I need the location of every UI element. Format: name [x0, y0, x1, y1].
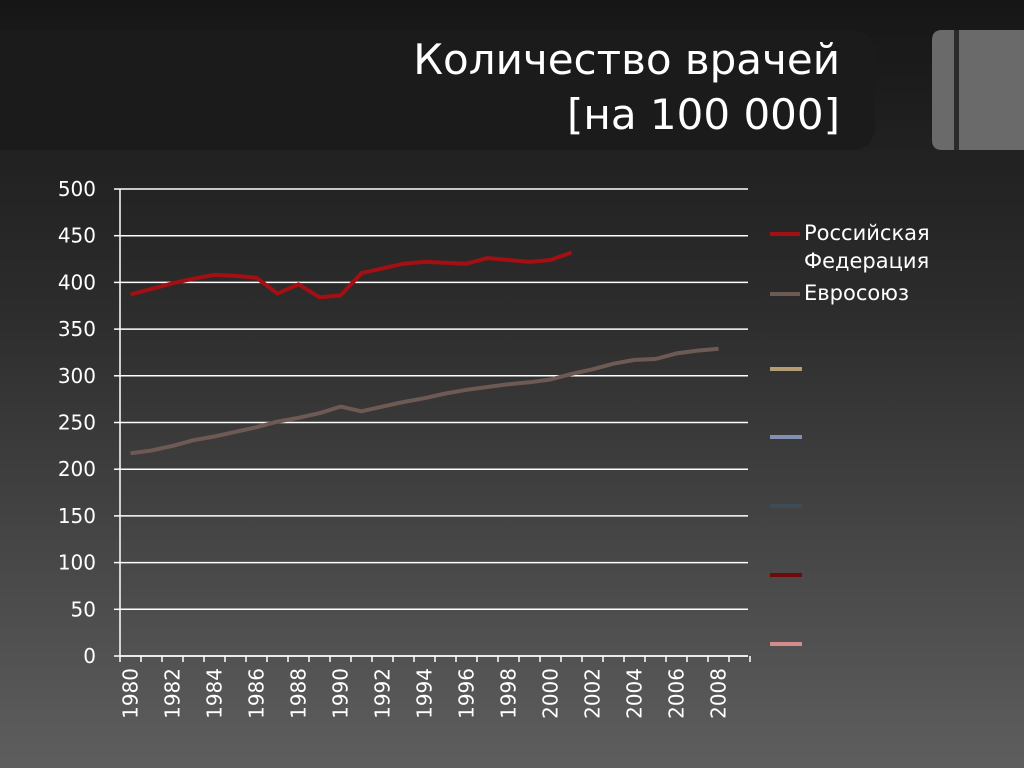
legend-label: Российская Федерация: [804, 221, 930, 273]
y-tick-label: 450: [58, 224, 96, 248]
y-tick-label: 50: [71, 597, 96, 621]
series-line: [129, 250, 573, 300]
x-tick-label: 1984: [203, 668, 227, 719]
x-tick-label: 2008: [707, 668, 731, 719]
x-tick-label: 1994: [413, 668, 437, 719]
x-tick-label: 1998: [497, 668, 521, 719]
x-tick-label: 1996: [455, 668, 479, 719]
side-stripe: [954, 30, 959, 150]
y-tick-label: 0: [83, 644, 96, 668]
legend-label: Евросоюз: [804, 281, 910, 305]
series-line: [130, 346, 719, 456]
x-tick-label: 2002: [581, 668, 605, 719]
x-tick-label: 1992: [371, 668, 395, 719]
empty-legend-keys: [770, 367, 802, 646]
y-tick-label: 500: [58, 177, 96, 201]
y-tick-label: 400: [58, 270, 96, 294]
legend-item: Евросоюз: [770, 279, 970, 307]
y-tick-label: 250: [58, 411, 96, 435]
x-tick-label: 1982: [161, 668, 185, 719]
x-tick-label: 2004: [623, 668, 647, 719]
x-tick-label: 1986: [245, 668, 269, 719]
legend-item: Российская Федерация: [770, 219, 970, 275]
x-tick-label: 1988: [287, 668, 311, 719]
title-box: [0, 30, 875, 150]
chart-subtitle: [на 100 000]: [567, 90, 840, 139]
y-tick-label: 150: [58, 504, 96, 528]
y-tick-label: 350: [58, 317, 96, 341]
x-tick-label: 1990: [329, 668, 353, 719]
y-tick-label: 200: [58, 457, 96, 481]
x-tick-label: 2006: [665, 668, 689, 719]
y-tick-label: 100: [58, 551, 96, 575]
side-decoration: [932, 30, 1024, 150]
chart-title: Количество врачей: [413, 35, 840, 84]
y-tick-label: 300: [58, 364, 96, 388]
legend-key: [770, 232, 800, 236]
x-tick-label: 2000: [539, 668, 563, 719]
legend-key: [770, 292, 800, 296]
x-tick-label: 1980: [119, 668, 143, 719]
